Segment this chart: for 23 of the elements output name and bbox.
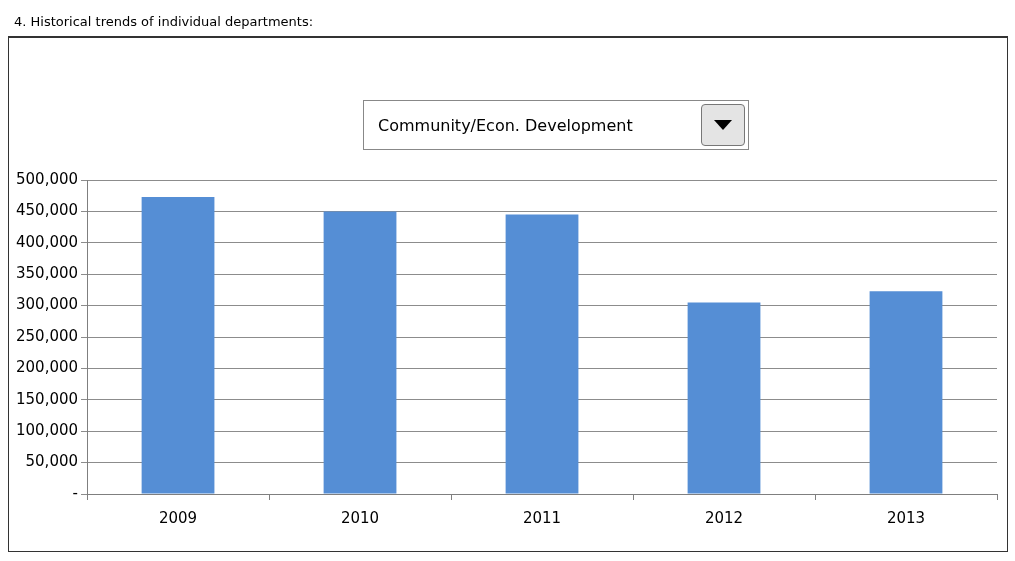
bar (869, 291, 943, 494)
y-tick-label: 300,000 (16, 295, 79, 314)
x-tick-label: 2011 (522, 508, 562, 527)
y-tick-label: 50,000 (25, 452, 79, 471)
y-tick-label: 500,000 (16, 169, 79, 188)
y-tick-label: 400,000 (16, 232, 79, 251)
bar (323, 211, 397, 494)
x-tick-label: 2009 (158, 508, 198, 527)
y-tick-label: 100,000 (16, 421, 79, 440)
y-tick-label: 150,000 (16, 389, 79, 408)
chart-title: 4. Historical trends of individual departments: (8, 8, 1008, 38)
bar (141, 196, 215, 494)
bar (687, 302, 761, 494)
y-tick-label: 250,000 (16, 326, 79, 345)
x-tick-label: 2010 (340, 508, 380, 527)
chart-subtitle: Community/Econ. Development (377, 115, 634, 135)
x-tick-label: 2012 (704, 508, 744, 527)
bar (505, 214, 579, 494)
y-tick-label: 450,000 (16, 201, 79, 220)
y-tick-label: 350,000 (16, 264, 79, 283)
y-tick-label: 200,000 (16, 358, 79, 377)
y-tick-label: - (72, 483, 79, 502)
x-tick-label: 2013 (886, 508, 926, 527)
